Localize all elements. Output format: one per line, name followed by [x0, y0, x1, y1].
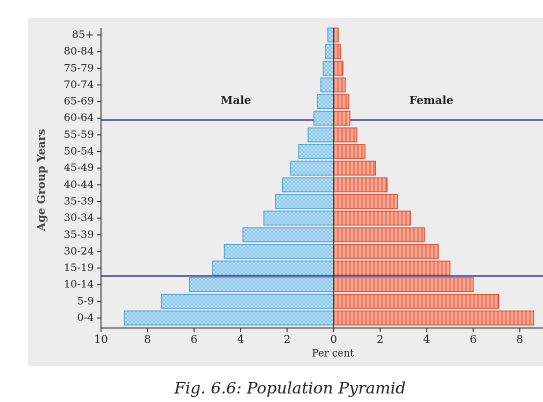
bar: [333, 310, 535, 326]
y-tick-label: 35-39: [64, 229, 94, 241]
x-tick-label: 6: [470, 333, 477, 346]
y-tick-label: 50-54: [64, 146, 95, 158]
bar: [298, 144, 335, 159]
y-tick-label: 85+: [72, 29, 94, 41]
y-tick-label: 80-84: [64, 46, 95, 58]
bar: [333, 177, 388, 193]
y-tick-label: 30-24: [64, 245, 95, 257]
x-axis-label: Per cent: [312, 349, 354, 360]
y-tick-label: 5-9: [77, 295, 94, 307]
bar: [333, 277, 474, 293]
bar: [333, 244, 439, 259]
y-tick-label: 10-14: [64, 279, 95, 291]
bar: [322, 60, 335, 76]
bar: [316, 94, 335, 109]
y-tick-label: 55-59: [64, 129, 94, 141]
y-tick-label: 0-4: [77, 312, 94, 324]
x-tick-label: 4: [237, 333, 244, 346]
x-tick-label: 10: [94, 333, 108, 346]
bar: [333, 260, 451, 276]
y-tick-label: 75-79: [64, 62, 94, 74]
y-tick-label: 40-44: [64, 179, 95, 191]
y-tick-label: 70-74: [64, 79, 95, 91]
y-tick-label: 35-39: [64, 195, 94, 207]
bar: [333, 144, 366, 159]
bar: [333, 77, 346, 93]
y-tick-label: 65-69: [64, 96, 94, 108]
y-tick-label: 30-34: [64, 212, 95, 224]
y-tick-label: 15-19: [64, 262, 94, 274]
bar: [282, 177, 335, 193]
bar: [327, 27, 335, 43]
y-tick-label: 60-64: [64, 112, 95, 124]
bar: [313, 110, 335, 126]
x-tick-label: 4: [423, 333, 430, 346]
bar: [123, 310, 335, 326]
bar: [333, 44, 342, 60]
bar: [333, 110, 351, 126]
y-tick-label: 45-49: [64, 162, 94, 174]
x-tick-label: 0: [330, 333, 337, 346]
bar: [242, 227, 335, 243]
bar: [333, 27, 339, 43]
bar: [333, 293, 500, 309]
bar: [333, 227, 425, 243]
bar: [333, 94, 350, 109]
x-tick-label: 2: [377, 333, 384, 346]
y-axis-label: Age Group Years: [35, 129, 48, 232]
bar: [161, 293, 335, 309]
caption: Fig. 6.6: Population Pyramid: [173, 379, 406, 398]
bar: [212, 260, 335, 276]
x-tick-label: 6: [191, 333, 198, 346]
x-tick-label: 2: [284, 333, 291, 346]
bar: [188, 277, 335, 293]
bar: [290, 160, 335, 176]
bar: [223, 244, 335, 259]
bar: [333, 194, 399, 209]
legend-label: Male: [221, 94, 251, 107]
legend-label: Female: [409, 94, 453, 107]
bar: [320, 77, 335, 93]
bar: [333, 60, 344, 76]
bar: [307, 127, 335, 143]
bar: [263, 210, 335, 226]
x-tick-label: 8: [144, 333, 151, 346]
bar: [333, 210, 411, 226]
bar: [275, 194, 335, 209]
bar: [333, 160, 376, 176]
x-tick-label: 8: [516, 333, 523, 346]
bar: [333, 127, 358, 143]
bar: [325, 44, 335, 60]
